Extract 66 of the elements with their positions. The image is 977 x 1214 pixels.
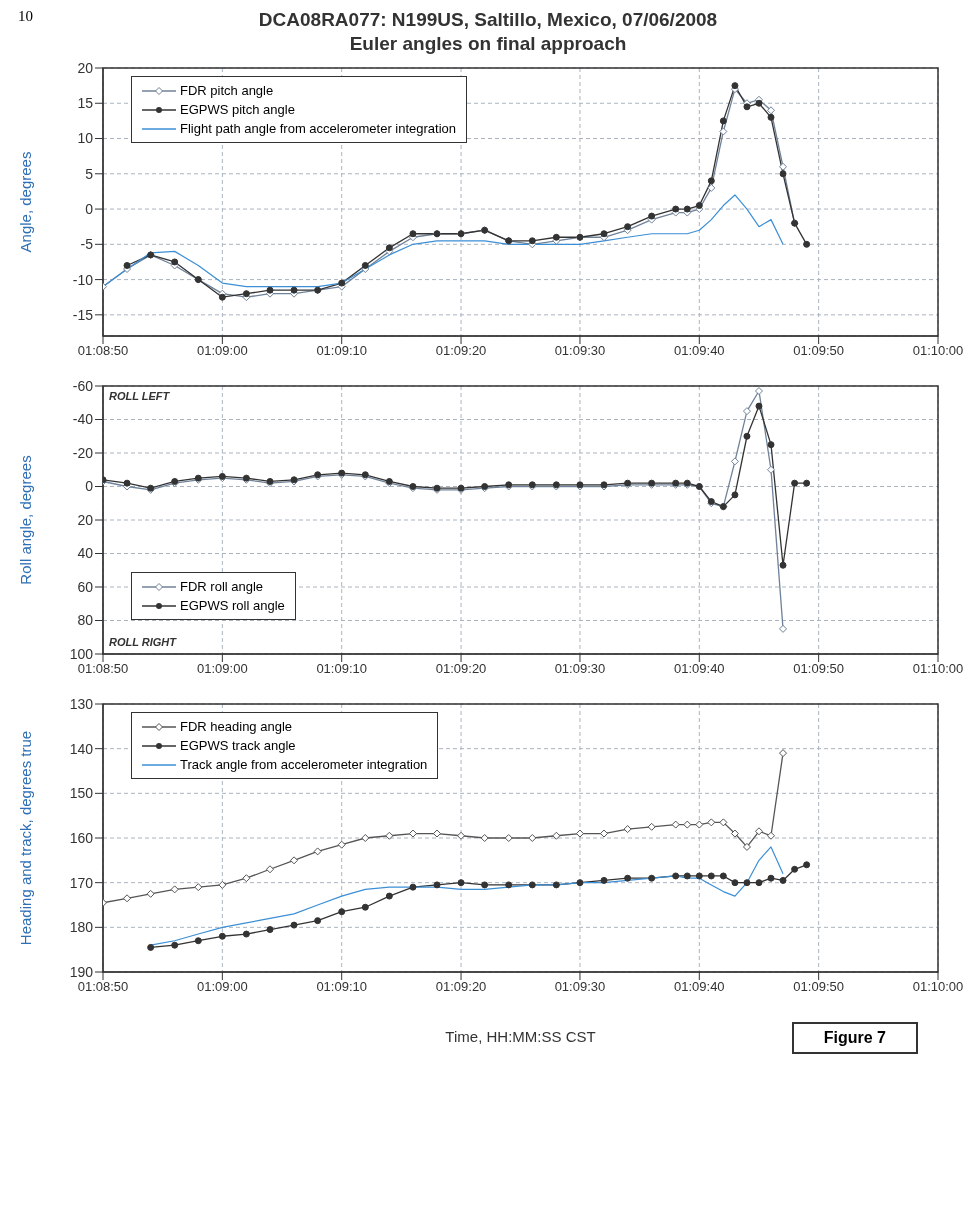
x-tick-label: 01:10:00: [912, 661, 964, 677]
y-tick-label: 15: [77, 95, 94, 112]
x-tick-label: 01:09:40: [674, 343, 725, 359]
x-tick-label: 01:09:40: [674, 661, 725, 677]
x-tick-label: 01:08:50: [77, 661, 129, 677]
caption: Figure 7: [791, 1022, 918, 1054]
y-tick-label: 180: [69, 919, 94, 936]
x-tick-label: 01:09:10: [316, 661, 367, 677]
x-tick-label: 01:09:50: [793, 661, 844, 677]
x-tick-label: 01:09:20: [435, 343, 487, 359]
text: 10: [18, 8, 33, 25]
x-tick-label: 01:09:10: [316, 343, 367, 359]
y-tick-label: 170: [69, 874, 94, 891]
legend-label: FDR heading angle: [180, 719, 293, 734]
x-tick-label: 01:09:10: [316, 979, 367, 995]
y-tick-label: 0: [85, 478, 94, 495]
chart-title: DCA08RA077: N199US, Saltillo, Mexico, 07/06/2008: [258, 9, 718, 30]
annotation: ROLL LEFT: [109, 390, 170, 402]
chart-subtitle: Euler angles on final approach: [348, 32, 628, 56]
x-tick-label: 01:09:50: [793, 979, 844, 995]
x-tick-label: 01:09:50: [793, 343, 844, 359]
x-tick-label: 01:08:50: [77, 343, 129, 359]
x-tick-label: 01:09:30: [554, 979, 606, 995]
y-tick-label: 130: [69, 695, 94, 712]
y-tick-label: 160: [69, 829, 94, 846]
x-tick-label: 01:08:50: [77, 979, 129, 995]
y-tick-label: -40: [72, 411, 94, 428]
x-axis-title: Time, HH:MM:SS CST: [445, 1028, 596, 1045]
y-tick-label: 190: [69, 963, 94, 980]
x-tick-label: 01:09:20: [435, 979, 487, 995]
y-tick-label: 80: [77, 612, 94, 629]
y-tick-label: -60: [72, 377, 94, 394]
y-tick-label: -10: [72, 271, 94, 288]
x-tick-label: 01:09:20: [435, 661, 487, 677]
y-tick-label: 150: [69, 785, 94, 802]
y-tick-label: 5: [85, 165, 94, 182]
y-tick-label: 140: [69, 740, 94, 757]
legend-label: Flight path angle from accelerometer integration: [180, 121, 457, 136]
legend-label: FDR pitch angle: [180, 83, 274, 98]
y-axis-title: Heading and track, degrees true: [17, 730, 35, 946]
x-tick-label: 01:09:30: [554, 661, 606, 677]
y-tick-label: 10: [77, 130, 94, 147]
x-tick-label: 01:09:00: [197, 661, 248, 677]
y-tick-label: 60: [77, 578, 94, 595]
y-tick-label: -20: [72, 444, 94, 461]
legend-label: Track angle from accelerometer integration: [180, 757, 428, 772]
y-tick-label: 20: [77, 59, 94, 76]
y-tick-label: 0: [85, 201, 94, 218]
legend-label: EGPWS roll angle: [180, 598, 285, 613]
x-tick-label: 01:09:30: [554, 343, 606, 359]
x-tick-label: 01:10:00: [912, 343, 964, 359]
legend-label: FDR roll angle: [180, 579, 264, 594]
legend-label: EGPWS track angle: [180, 738, 296, 753]
y-tick-label: -5: [80, 236, 94, 253]
annotation: ROLL RIGHT: [109, 636, 177, 648]
y-axis-title: Angle, degrees: [17, 151, 35, 253]
x-tick-label: 01:09:40: [674, 979, 725, 995]
y-tick-label: 20: [77, 511, 94, 528]
x-tick-label: 01:10:00: [912, 979, 964, 995]
y-axis-title: Roll angle, degrees: [17, 455, 35, 585]
y-tick-label: 40: [77, 545, 94, 562]
y-tick-label: 100: [69, 645, 94, 662]
y-tick-label: -15: [72, 306, 94, 323]
x-tick-label: 01:09:00: [197, 979, 248, 995]
legend-label: EGPWS pitch angle: [180, 102, 295, 117]
x-tick-label: 01:09:00: [197, 343, 248, 359]
